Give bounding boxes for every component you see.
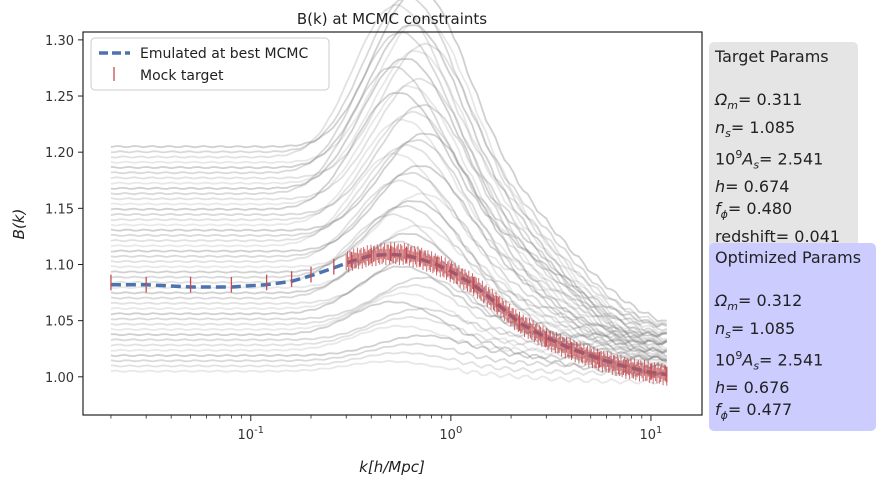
background-curve bbox=[110, 110, 668, 345]
background-curve bbox=[110, 132, 668, 362]
background-curve bbox=[110, 49, 668, 334]
background-curve bbox=[110, 291, 668, 370]
background-curve bbox=[110, 165, 668, 346]
background-curve bbox=[110, 103, 668, 336]
target-params-header: Target Params bbox=[715, 47, 829, 66]
background-curve bbox=[110, 300, 668, 378]
x-tick-label: 10-1 bbox=[238, 425, 265, 443]
background-curve bbox=[110, 359, 668, 385]
background-curve bbox=[110, 58, 668, 343]
y-tick-label: 1.25 bbox=[45, 90, 74, 105]
background-curve bbox=[110, 334, 668, 362]
background-curve bbox=[110, 351, 668, 378]
background-curve bbox=[110, 24, 668, 358]
y-axis: 1.00 1.05 1.10 1.15 1.20 1.25 1.30 bbox=[45, 34, 83, 386]
target-param: ns= 1.085 bbox=[715, 117, 796, 140]
background-curve bbox=[110, 307, 667, 342]
background-curve bbox=[110, 77, 668, 360]
background-curve bbox=[110, 139, 668, 369]
background-curve bbox=[110, 171, 667, 354]
background-curve bbox=[110, 152, 668, 338]
background-curve bbox=[110, 179, 668, 363]
background-curve bbox=[110, 192, 668, 370]
background-curve bbox=[110, 16, 668, 350]
background-curve bbox=[110, 143, 668, 329]
y-tick-label: 1.05 bbox=[45, 315, 74, 330]
background-curve bbox=[110, 342, 668, 370]
background-curve bbox=[110, 84, 668, 367]
optimized-params-header: Optimized Params bbox=[715, 248, 862, 267]
background-curve bbox=[110, 31, 668, 365]
legend: Emulated at best MCMC Mock target bbox=[90, 37, 330, 91]
x-tick-label: 100 bbox=[439, 425, 462, 443]
spacer bbox=[715, 269, 870, 291]
background-curve bbox=[110, 66, 668, 352]
background-curve bbox=[110, 0, 667, 323]
x-axis: 10-1 100 101 bbox=[110, 415, 662, 443]
background-curve bbox=[110, 91, 668, 328]
legend-box bbox=[90, 37, 330, 91]
background-curve bbox=[110, 265, 668, 346]
y-axis-title: B(k) bbox=[10, 209, 28, 240]
background-curve bbox=[110, 118, 667, 353]
y-tick-label: 1.10 bbox=[45, 258, 74, 273]
optimized-params-panel: Optimized Params Ωm= 0.312 ns= 1.085 109As… bbox=[709, 243, 876, 431]
x-axis-title: k[h/Mpc] bbox=[359, 458, 425, 476]
y-tick-label: 1.00 bbox=[45, 371, 74, 386]
spacer bbox=[715, 68, 852, 90]
background-curve bbox=[110, 42, 667, 326]
optimized-param: fϕ= 0.477 bbox=[715, 399, 793, 423]
target-param: fϕ= 0.480 bbox=[715, 198, 793, 222]
target-param: h= 0.674 bbox=[715, 177, 790, 197]
background-curve bbox=[110, 213, 668, 346]
target-param: 109As= 2.541 bbox=[715, 148, 824, 172]
series-layer bbox=[110, 242, 668, 386]
target-params-panel: Target Params Ωm= 0.311 ns= 1.085 109As= 2… bbox=[709, 42, 858, 252]
background-curve bbox=[110, 0, 668, 332]
background-curve bbox=[110, 3, 667, 341]
x-tick-label: 101 bbox=[639, 425, 662, 443]
y-tick-label: 1.20 bbox=[45, 146, 74, 161]
y-tick-label: 1.30 bbox=[45, 34, 74, 49]
optimized-param: Ωm= 0.312 bbox=[715, 291, 803, 314]
target-param: Ωm= 0.311 bbox=[715, 90, 803, 113]
y-tick-label: 1.15 bbox=[45, 202, 74, 217]
plot-frame bbox=[82, 31, 703, 416]
legend-label-emulated: Emulated at best MCMC bbox=[140, 46, 308, 62]
target-redshift: redshift= 0.041 bbox=[715, 226, 841, 246]
optimized-param: 109As= 2.541 bbox=[715, 349, 824, 373]
background-curve bbox=[110, 256, 667, 338]
legend-label-mock: Mock target bbox=[140, 68, 224, 84]
optimized-param: ns= 1.085 bbox=[715, 318, 796, 341]
mock-target-dense-errorbars bbox=[345, 242, 668, 386]
background-curve bbox=[110, 204, 667, 338]
optimized-param: h= 0.676 bbox=[715, 378, 790, 398]
chart-title: B(k) at MCMC constraints bbox=[297, 10, 487, 28]
